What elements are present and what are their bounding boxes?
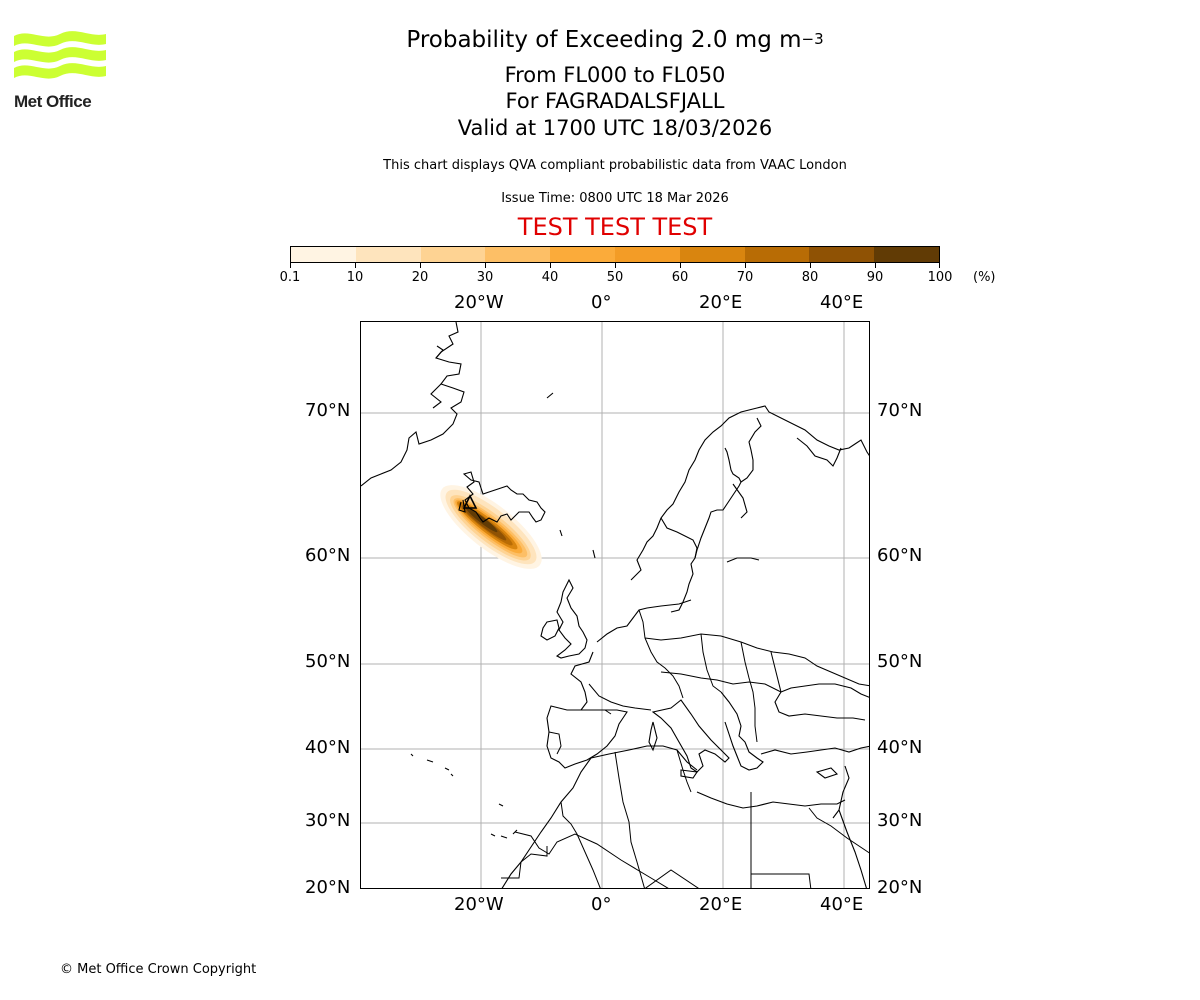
colorbar-tick-label: 100 bbox=[927, 270, 953, 285]
colorbar-tick bbox=[420, 263, 421, 268]
copyright-notice: © Met Office Crown Copyright bbox=[60, 962, 257, 977]
colorbar-tick bbox=[939, 263, 940, 268]
lon-label-top: 20°W bbox=[454, 292, 504, 313]
valid-time: Valid at 1700 UTC 18/03/2026 bbox=[457, 116, 773, 140]
lon-label-bottom: 20°E bbox=[699, 894, 743, 915]
met-office-waves-icon bbox=[14, 31, 106, 79]
lon-label-bottom: 20°W bbox=[454, 894, 504, 915]
colorbar-tick-label: 60 bbox=[671, 270, 689, 285]
colorbar-tick-label: 90 bbox=[866, 270, 884, 285]
volcano-name: For FAGRADALSFJALL bbox=[505, 89, 725, 113]
chart-description: This chart displays QVA compliant probab… bbox=[383, 158, 847, 173]
lon-label-bottom: 40°E bbox=[820, 894, 864, 915]
colorbar-tick-label: 80 bbox=[801, 270, 819, 285]
colorbar-bin bbox=[679, 247, 745, 262]
map-panel[interactable] bbox=[360, 321, 870, 889]
colorbar-tick bbox=[550, 263, 551, 268]
colorbar-bin bbox=[614, 247, 680, 262]
colorbar-tick bbox=[810, 263, 811, 268]
colorbar-tick-label: 70 bbox=[736, 270, 754, 285]
lon-label-top: 0° bbox=[591, 292, 612, 313]
lat-label-left: 60°N bbox=[305, 545, 351, 566]
volcano-triangle-icon bbox=[462, 494, 478, 509]
lat-label-right: 20°N bbox=[877, 877, 923, 898]
colorbar-tick bbox=[355, 263, 356, 268]
colorbar-tick-label: 50 bbox=[606, 270, 624, 285]
lon-label-top: 40°E bbox=[820, 292, 864, 313]
gridlines bbox=[361, 322, 869, 888]
colorbar-tick bbox=[680, 263, 681, 268]
lat-label-right: 60°N bbox=[877, 545, 923, 566]
title-exponent: −3 bbox=[801, 30, 824, 48]
colorbar-bin bbox=[744, 247, 810, 262]
colorbar-bin bbox=[809, 247, 875, 262]
chart-title: Probability of Exceeding 2.0 mg m−3 bbox=[0, 27, 1200, 53]
colorbar-bin bbox=[550, 247, 615, 262]
ash-plume bbox=[440, 485, 542, 569]
lat-label-left: 50°N bbox=[305, 651, 351, 672]
lon-label-bottom: 0° bbox=[591, 894, 612, 915]
lat-label-left: 40°N bbox=[305, 737, 351, 758]
colorbar-bin bbox=[485, 247, 551, 262]
colorbar-bin bbox=[291, 247, 356, 262]
test-banner: TEST TEST TEST bbox=[517, 213, 713, 241]
met-office-logo: Met Office bbox=[14, 30, 106, 112]
lat-label-right: 50°N bbox=[877, 651, 923, 672]
lat-label-right: 30°N bbox=[877, 810, 923, 831]
lon-label-top: 20°E bbox=[699, 292, 743, 313]
colorbar-tick bbox=[875, 263, 876, 268]
colorbar-tick-label: 30 bbox=[476, 270, 494, 285]
colorbar-tick bbox=[485, 263, 486, 268]
colorbar bbox=[290, 246, 940, 263]
colorbar-bin bbox=[874, 247, 939, 262]
colorbar-tick-label: 20 bbox=[411, 270, 429, 285]
lat-label-left: 20°N bbox=[305, 877, 351, 898]
colorbar-tick-label: 0.1 bbox=[279, 270, 301, 285]
colorbar-tick bbox=[615, 263, 616, 268]
title-text: Probability of Exceeding 2.0 mg m bbox=[406, 27, 802, 53]
colorbar-unit: (%) bbox=[973, 270, 996, 285]
level-range: From FL000 to FL050 bbox=[504, 63, 726, 87]
colorbar-tick-label: 40 bbox=[541, 270, 559, 285]
colorbar-tick bbox=[745, 263, 746, 268]
lat-label-right: 70°N bbox=[877, 400, 923, 421]
country-borders bbox=[501, 609, 869, 888]
colorbar-bin bbox=[420, 247, 486, 262]
coastlines bbox=[361, 322, 869, 888]
logo-text: Met Office bbox=[14, 92, 92, 111]
issue-time: Issue Time: 0800 UTC 18 Mar 2026 bbox=[501, 191, 729, 206]
colorbar-tick bbox=[290, 263, 291, 268]
lat-label-left: 70°N bbox=[305, 400, 351, 421]
colorbar-bin bbox=[355, 247, 421, 262]
map-canvas bbox=[361, 322, 869, 888]
colorbar-tick-label: 10 bbox=[346, 270, 364, 285]
lat-label-right: 40°N bbox=[877, 737, 923, 758]
lat-label-left: 30°N bbox=[305, 810, 351, 831]
